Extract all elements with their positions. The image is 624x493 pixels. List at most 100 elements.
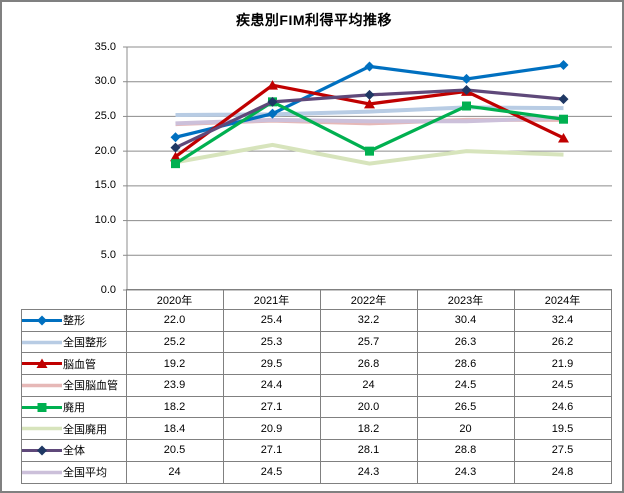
- value-cell: 20.0: [319, 395, 418, 419]
- square-marker: [37, 402, 47, 412]
- diamond-marker: [364, 61, 375, 72]
- value-cell: 18.2: [125, 395, 224, 419]
- diamond-marker: [37, 445, 47, 456]
- table-row: 整形 22.0 25.4 32.2 30.4 32.4: [21, 309, 612, 332]
- value-cell: 20.5: [125, 439, 224, 462]
- series-label: 全国廃用: [63, 423, 107, 436]
- value-cell: 28.6: [416, 352, 515, 376]
- value-cell: 25.3: [222, 330, 321, 354]
- diamond-marker: [558, 60, 569, 71]
- legend-key: 全体: [22, 441, 125, 461]
- year-header-cell: 2020年: [125, 289, 224, 310]
- diamond-marker: [37, 315, 47, 326]
- value-cell: 25.4: [222, 309, 321, 332]
- legend-cell: 全国整形: [21, 330, 127, 354]
- value-cell: 25.7: [319, 330, 418, 354]
- y-axis-label: 10.0: [94, 214, 116, 227]
- value-cell: 24.4: [222, 374, 321, 397]
- value-cell: 19.5: [513, 417, 612, 441]
- year-header-cell: 2021年: [222, 289, 321, 310]
- value-cell: 24.5: [416, 374, 515, 397]
- value-cell: 20: [416, 417, 515, 441]
- triangle-marker: [36, 358, 48, 369]
- diamond-marker: [170, 132, 181, 143]
- square-marker: [462, 101, 471, 111]
- series-line-5: [175, 142, 564, 166]
- legend-cell: 全国平均: [21, 460, 127, 484]
- table-row: 脳血管 19.2 29.5 26.8 28.6 21.9: [21, 352, 612, 376]
- legend-key: 廃用: [22, 397, 125, 417]
- value-cell: 26.8: [319, 352, 418, 376]
- value-cell: 26.5: [416, 395, 515, 419]
- legend-key: 脳血管: [22, 354, 125, 374]
- y-axis-label: 35.0: [94, 40, 116, 53]
- legend-line-sample-icon: [22, 402, 62, 412]
- series-label: 廃用: [63, 402, 85, 415]
- legend-cell: 全体: [21, 439, 127, 462]
- diamond-marker: [461, 85, 472, 96]
- triangle-marker: [267, 80, 278, 90]
- legend-key: 全国脳血管: [22, 376, 125, 396]
- series-label: 全国整形: [63, 337, 107, 350]
- series-label: 全国平均: [63, 467, 107, 480]
- y-axis-label: 30.0: [94, 75, 116, 88]
- y-axis-label: 15.0: [94, 179, 116, 192]
- value-cell: 21.9: [513, 352, 612, 376]
- triangle-marker: [170, 151, 181, 162]
- value-cell: 24.3: [416, 460, 515, 484]
- y-axis-label: 20.0: [94, 144, 116, 157]
- value-cell: 24.5: [222, 460, 321, 484]
- legend-line-sample-icon: [22, 340, 62, 344]
- value-cell: 23.9: [125, 374, 224, 397]
- legend-cell: 全国廃用: [21, 417, 127, 441]
- data-table: 2020年 2021年 2022年 2023年 2024年 整形 22.0 25.4 32.2 3…: [21, 289, 612, 484]
- value-cell: 30.4: [416, 309, 515, 332]
- legend-line-sample-icon: [22, 358, 62, 369]
- legend-key: 全国廃用: [22, 419, 125, 439]
- value-cell: 24: [319, 374, 418, 397]
- value-cell: 32.2: [319, 309, 418, 332]
- legend-cell: 脳血管: [21, 352, 127, 376]
- value-cell: 27.5: [513, 439, 612, 462]
- square-marker: [365, 146, 374, 156]
- legend-cell: 廃用: [21, 395, 127, 419]
- triangle-marker: [364, 98, 375, 109]
- table-corner-cell: [22, 290, 127, 310]
- value-cell: 19.2: [125, 352, 224, 376]
- value-cell: 27.1: [222, 395, 321, 419]
- chart-title: 疾患別FIM利得平均推移: [235, 12, 393, 28]
- table-row: 全国脳血管 23.9 24.4 24 24.5 24.5: [21, 374, 612, 397]
- value-cell: 24.8: [513, 460, 612, 484]
- series-label: 脳血管: [63, 358, 96, 371]
- y-axis-label: 25.0: [94, 109, 116, 122]
- value-cell: 25.2: [125, 330, 224, 354]
- table-row: 全体 20.5 27.1 28.1 28.8 27.5: [21, 439, 612, 462]
- year-header-cell: 2024年: [513, 289, 612, 310]
- value-cell: 27.1: [222, 439, 321, 462]
- series-label: 整形: [63, 315, 85, 328]
- square-marker: [171, 159, 180, 169]
- legend-line-sample-icon: [22, 383, 62, 388]
- value-cell: 29.5: [222, 352, 321, 376]
- diamond-marker: [267, 108, 278, 119]
- diamond-marker: [364, 89, 375, 100]
- year-header-cell: 2022年: [319, 289, 418, 310]
- value-cell: 18.2: [319, 417, 418, 441]
- square-marker: [559, 114, 568, 124]
- value-cell: 28.8: [416, 439, 515, 462]
- legend-line-sample-icon: [22, 427, 62, 431]
- value-cell: 24.5: [513, 374, 612, 397]
- legend-cell: 整形: [21, 309, 127, 332]
- legend-key: 全国整形: [22, 332, 125, 352]
- value-cell: 24.3: [319, 460, 418, 484]
- legend-key: 全国平均: [22, 462, 125, 482]
- value-cell: 26.2: [513, 330, 612, 354]
- legend-line-sample-icon: [22, 445, 62, 456]
- diamond-marker: [461, 73, 472, 84]
- table-header-row: 2020年 2021年 2022年 2023年 2024年: [22, 289, 612, 310]
- diamond-marker: [267, 96, 278, 107]
- legend-key: 整形: [22, 310, 125, 330]
- table-row: 廃用 18.2 27.1 20.0 26.5 24.6: [21, 395, 612, 419]
